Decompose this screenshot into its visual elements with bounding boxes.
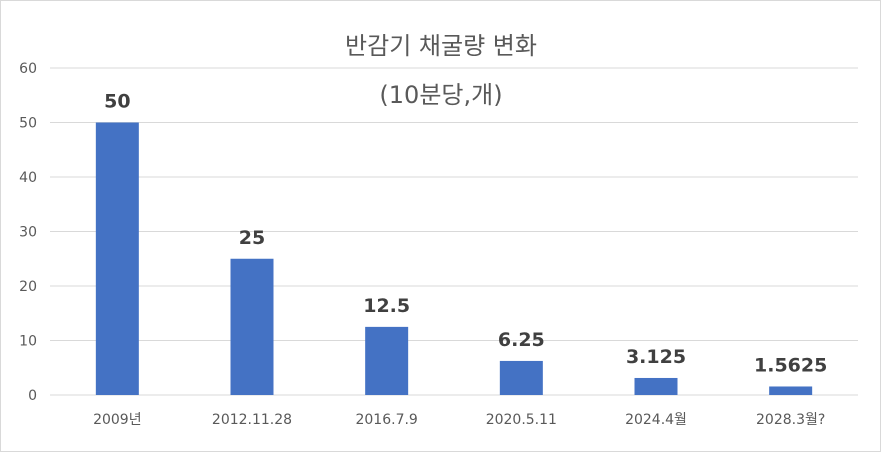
data-label: 1.5625: [754, 354, 827, 376]
data-label: 25: [239, 227, 265, 249]
data-label: 3.125: [626, 346, 686, 368]
chart-title: 반감기 채굴량 변화: [345, 32, 537, 60]
y-tick-label: 40: [19, 170, 37, 186]
data-labels: 50 25 12.5 6.25 3.125 1.5625: [104, 91, 827, 377]
bar: [499, 360, 543, 395]
data-label: 12.5: [363, 295, 410, 317]
bar: [769, 386, 813, 395]
bar: [634, 377, 678, 395]
gridlines: [50, 67, 858, 396]
x-axis-categories: 2009년 2012.11.28 2016.7.9 2020.5.11 2024.4월 2…: [93, 412, 825, 428]
bar: [95, 122, 139, 395]
x-category-label: 2012.11.28: [212, 412, 292, 428]
x-category-label: 2024.4월: [625, 412, 687, 428]
bar: [365, 326, 409, 395]
bar: [230, 258, 274, 395]
chart-subtitle: (10분당,개): [379, 81, 502, 109]
data-label: 50: [104, 91, 130, 113]
y-tick-label: 50: [19, 116, 37, 132]
y-axis-ticks: 0 10 20 30 40 50 60: [19, 61, 37, 404]
y-tick-label: 20: [19, 279, 37, 295]
x-category-label: 2016.7.9: [355, 412, 417, 428]
y-tick-label: 10: [19, 334, 37, 350]
x-category-label: 2020.5.11: [486, 412, 557, 428]
y-tick-label: 60: [19, 61, 37, 77]
y-tick-label: 30: [19, 225, 37, 241]
y-tick-label: 0: [28, 388, 37, 404]
bars: [95, 122, 813, 395]
x-category-label: 2009년: [93, 412, 142, 428]
data-label: 6.25: [498, 329, 545, 351]
x-category-label: 2028.3월?: [756, 412, 825, 428]
